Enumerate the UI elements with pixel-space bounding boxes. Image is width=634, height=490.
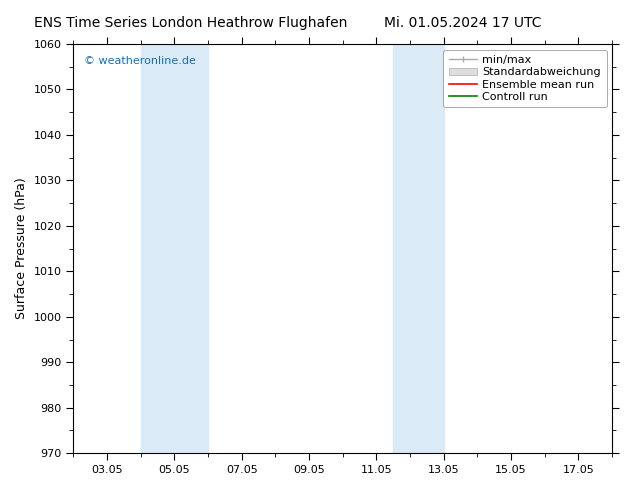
Legend: min/max, Standardabweichung, Ensemble mean run, Controll run: min/max, Standardabweichung, Ensemble me… [443, 49, 607, 107]
Text: ENS Time Series London Heathrow Flughafen: ENS Time Series London Heathrow Flughafe… [34, 16, 347, 30]
Bar [141, 44, 208, 453]
Y-axis label: Surface Pressure (hPa): Surface Pressure (hPa) [15, 178, 28, 319]
Text: © weatheronline.de: © weatheronline.de [84, 56, 196, 66]
Bar [393, 44, 444, 453]
Text: Mi. 01.05.2024 17 UTC: Mi. 01.05.2024 17 UTC [384, 16, 541, 30]
